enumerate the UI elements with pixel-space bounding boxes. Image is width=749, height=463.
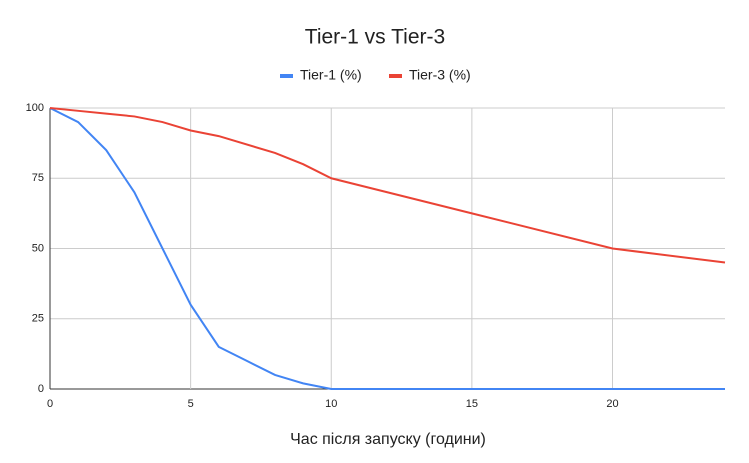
x-tick-label: 10: [325, 398, 337, 410]
y-tick-label: 0: [38, 383, 44, 395]
y-tick-label: 100: [26, 102, 44, 114]
x-tick-label: 15: [466, 398, 478, 410]
x-tick-label: 5: [188, 398, 194, 410]
y-tick-label: 25: [32, 313, 44, 325]
y-tick-label: 50: [32, 242, 44, 254]
x-axis-label: Час після запуску (години): [290, 431, 486, 448]
x-tick-label: 0: [47, 398, 53, 410]
x-tick-label: 20: [606, 398, 618, 410]
legend-label: Tier-3 (%): [409, 67, 471, 83]
chart-title: Tier-1 vs Tier-3: [305, 26, 445, 49]
legend-label: Tier-1 (%): [300, 67, 362, 83]
series-line: [49, 107, 725, 390]
series-line: [49, 107, 726, 264]
y-tick-label: 75: [32, 172, 44, 184]
